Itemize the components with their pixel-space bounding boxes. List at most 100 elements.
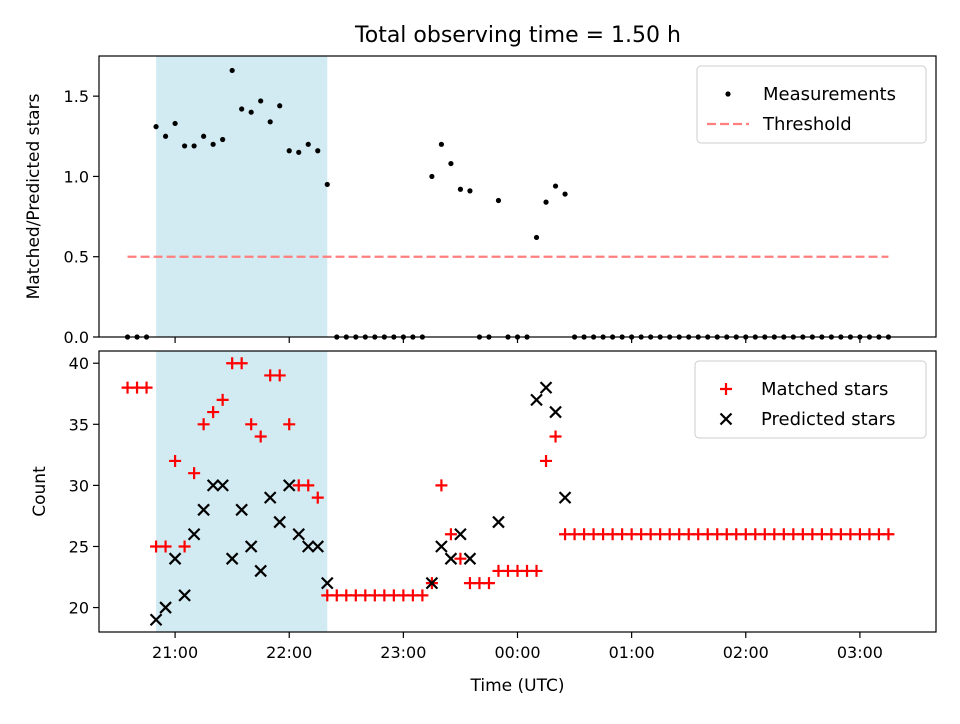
measurement-point bbox=[267, 119, 273, 125]
matched-stars-point bbox=[530, 564, 543, 577]
legend-label: Predicted stars bbox=[761, 409, 895, 430]
y-tick-label: 1.5 bbox=[64, 87, 89, 106]
legend-label: Matched stars bbox=[761, 379, 888, 400]
y-axis-label: Matched/Predicted stars bbox=[24, 93, 44, 299]
measurement-point bbox=[324, 181, 330, 188]
matched-stars-point bbox=[302, 479, 315, 492]
predicted-stars-point bbox=[425, 576, 439, 590]
measurement-point bbox=[220, 136, 226, 143]
figure-title: Total observing time = 1.50 h bbox=[354, 23, 681, 48]
measurement-point bbox=[153, 124, 159, 130]
legend: Measurements Threshold bbox=[696, 65, 927, 144]
measurement-point bbox=[277, 103, 283, 109]
predicted-stars-point bbox=[168, 552, 182, 565]
predicted-stars-point bbox=[292, 527, 306, 541]
predicted-stars-point bbox=[463, 552, 477, 565]
matched-stars-point bbox=[169, 454, 182, 467]
measurement-point bbox=[305, 141, 311, 147]
predicted-stars-point bbox=[178, 589, 191, 602]
predicted-stars-point bbox=[235, 503, 248, 517]
measurement-point bbox=[457, 186, 464, 192]
matched-stars-point bbox=[444, 528, 457, 541]
legend-label: Threshold bbox=[762, 114, 852, 135]
measurement-point bbox=[210, 141, 216, 147]
predicted-stars-point bbox=[263, 491, 277, 504]
x-tick-label: 23:00 bbox=[380, 643, 426, 662]
y-tick-label: 20 bbox=[69, 599, 89, 618]
measurement-point bbox=[495, 197, 502, 204]
matched-stars-point bbox=[245, 418, 258, 431]
measurement-point bbox=[162, 133, 169, 139]
measurement-point bbox=[172, 120, 178, 127]
predicted-stars-point bbox=[558, 491, 572, 504]
observing-window-span bbox=[156, 56, 328, 337]
measurement-point bbox=[552, 183, 559, 189]
measurement-point bbox=[248, 109, 254, 115]
y-tick-label: 30 bbox=[69, 476, 89, 495]
top-panel: 0.0 0.5 1.0 1.5 Matched/Predicted stars Measu… bbox=[24, 55, 937, 347]
measurement-point bbox=[296, 149, 302, 155]
x-tick-label: 03:00 bbox=[837, 643, 883, 662]
y-axis-label: Count bbox=[30, 466, 50, 517]
y-tick-label: 0.5 bbox=[64, 248, 89, 267]
measurement-point bbox=[201, 133, 207, 139]
legend-box bbox=[694, 360, 927, 439]
legend-matched-marker bbox=[720, 383, 732, 395]
predicted-stars-point bbox=[187, 527, 201, 541]
predicted-stars-point bbox=[444, 552, 458, 565]
predicted-stars-point bbox=[311, 540, 325, 553]
x-tick-label: 22:00 bbox=[266, 643, 312, 662]
predicted-stars-point bbox=[273, 515, 286, 529]
matched-stars-point bbox=[188, 467, 201, 480]
predicted-stars-point bbox=[159, 601, 172, 614]
matched-stars-point bbox=[159, 540, 172, 553]
legend-label: Measurements bbox=[763, 84, 896, 105]
y-tick-label: 40 bbox=[69, 354, 89, 373]
matched-stars-point bbox=[283, 418, 296, 431]
predicted-stars-point bbox=[244, 540, 258, 553]
y-tick-label: 35 bbox=[69, 415, 89, 434]
measurement-point bbox=[191, 143, 197, 149]
matched-stars-point bbox=[435, 479, 448, 492]
matched-stars-point bbox=[416, 589, 429, 602]
predicted-stars-point bbox=[282, 479, 296, 492]
measurement-point bbox=[182, 143, 188, 149]
measurement-point bbox=[438, 141, 445, 147]
measurement-point bbox=[239, 106, 245, 112]
predicted-stars-point bbox=[301, 540, 315, 553]
measurement-point bbox=[286, 148, 292, 154]
matched-stars-point bbox=[882, 528, 895, 541]
series-predicted-stars bbox=[149, 381, 572, 627]
matched-stars-point bbox=[311, 491, 324, 504]
measurement-point bbox=[448, 160, 454, 167]
y-tick-label: 0.0 bbox=[64, 328, 89, 347]
matched-stars-point bbox=[216, 393, 229, 406]
measurement-point bbox=[562, 191, 568, 197]
matched-stars-point bbox=[454, 552, 467, 565]
measurement-point bbox=[467, 188, 473, 194]
predicted-stars-point bbox=[206, 479, 220, 492]
predicted-stars-point bbox=[225, 552, 239, 565]
measurement-point bbox=[258, 98, 264, 104]
predicted-stars-point bbox=[435, 540, 448, 553]
x-tick-label: 02:00 bbox=[723, 643, 769, 662]
predicted-stars-point bbox=[216, 479, 229, 492]
matched-stars-point bbox=[235, 357, 248, 370]
measurement-point bbox=[543, 199, 549, 205]
measurement-point bbox=[229, 67, 235, 74]
observing-window-span bbox=[156, 351, 328, 632]
x-tick-label: 21:00 bbox=[152, 643, 198, 662]
legend-box bbox=[696, 65, 927, 144]
legend: Matched stars Predicted stars bbox=[694, 360, 927, 439]
measurement-point bbox=[533, 234, 540, 241]
matched-stars-point bbox=[540, 454, 553, 467]
matched-stars-point bbox=[178, 540, 191, 553]
series-matched-stars bbox=[121, 357, 895, 602]
matched-stars-point bbox=[482, 577, 495, 590]
predicted-stars-point bbox=[149, 613, 163, 627]
matched-stars-point bbox=[207, 406, 220, 419]
y-tick-label: 25 bbox=[69, 537, 89, 556]
predicted-stars-point bbox=[530, 393, 543, 407]
legend-predicted-marker bbox=[719, 412, 733, 426]
